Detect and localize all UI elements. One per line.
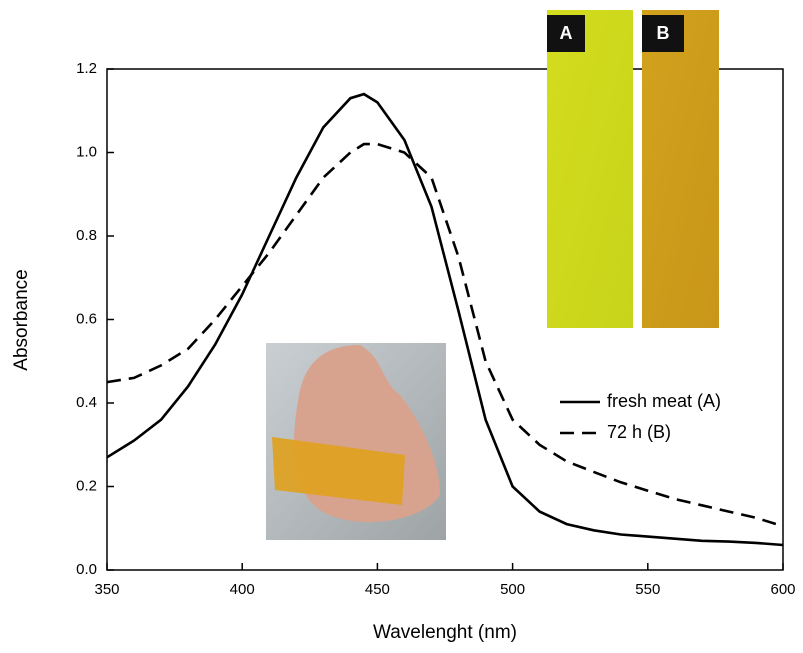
photo-strip-a [547,10,633,328]
y-tick-label: 0.4 [76,394,97,411]
x-tick-label: 450 [365,581,390,598]
x-tick-label: 400 [230,581,255,598]
photo-label: A [560,23,573,43]
data-line [106,92,784,547]
y-tick-label: 0.2 [76,477,97,494]
legend-label: 72 h (B) [607,422,671,442]
y-axis-label: Absorbance [11,269,32,370]
x-axis-label: Wavelenght (nm) [373,622,517,643]
x-tick-label: 350 [94,581,119,598]
x-tick-label: 550 [635,581,660,598]
label-box [642,15,684,52]
plot-area: 0.0 0.2 0.4 0.6 0.8 1.0 1.2 350 400 450 500 550 600 [76,60,795,598]
y-tick-label: 1.0 [76,143,97,160]
y-tick-label: 0.8 [76,227,97,244]
data-line [106,142,784,528]
label-box [547,15,585,52]
y-tick-label: 0.0 [76,561,97,578]
y-tick-label: 0.6 [76,310,97,327]
photo-strip-b [642,10,719,328]
meat-photo [266,343,446,540]
x-tick-label: 500 [500,581,525,598]
legend-label: fresh meat (A) [607,391,721,411]
x-tick-label: 600 [770,581,795,598]
photo-label: B [657,23,670,43]
y-tick-label: 1.2 [76,60,97,77]
